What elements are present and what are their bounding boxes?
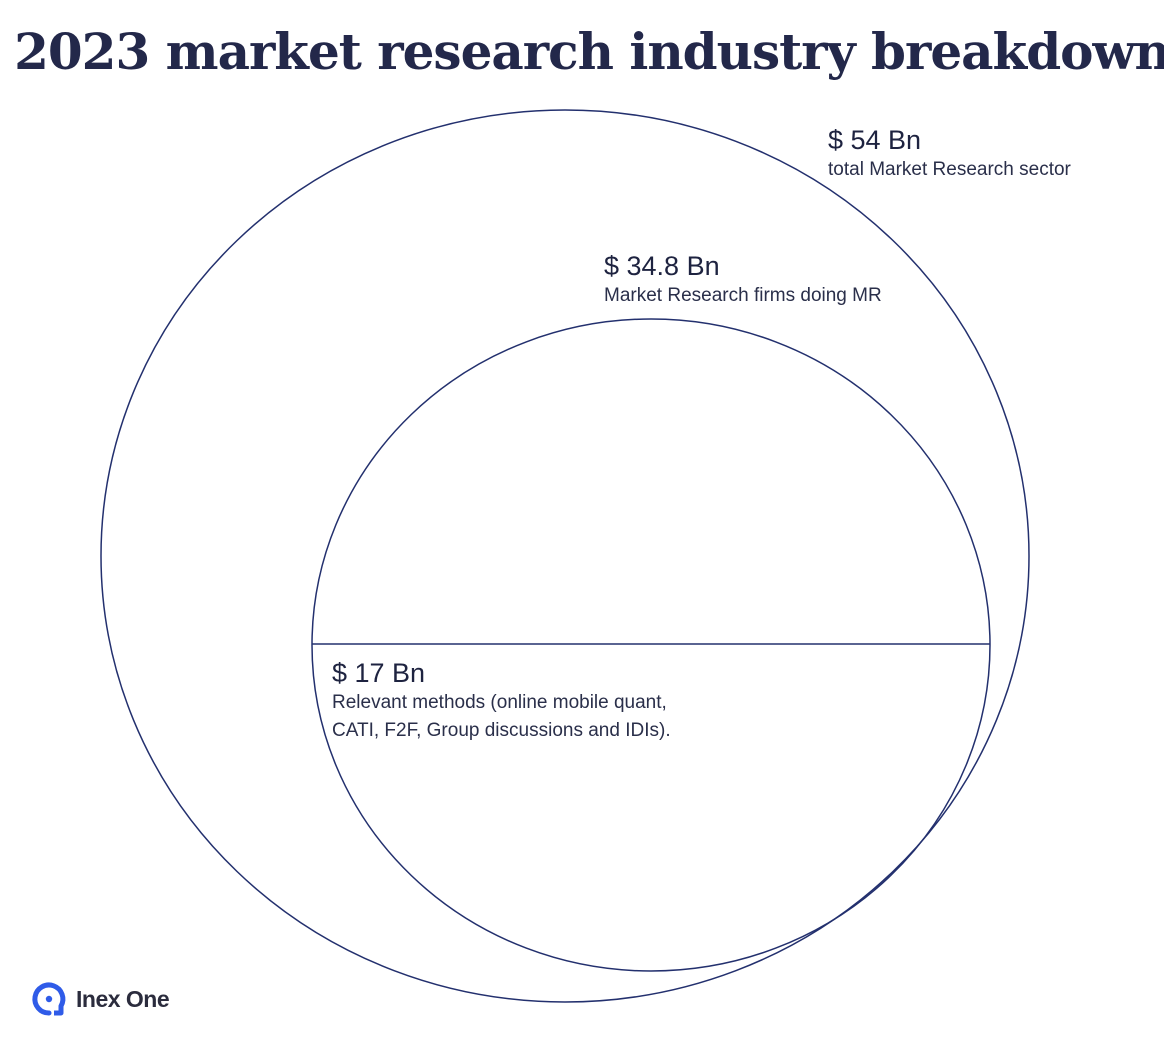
inex-one-logo-icon (32, 982, 66, 1016)
inner-circle-mr-firms (311, 318, 991, 972)
label-relevant-methods: $ 17 Bn Relevant methods (online mobile … (332, 657, 671, 745)
value-mr-firms: $ 34.8 Bn (604, 251, 720, 281)
label-mr-firms: $ 34.8 Bn Market Research firms doing MR (604, 250, 882, 310)
outer-circle-total-sector (100, 109, 1030, 1003)
desc-relevant-methods-line1: Relevant methods (online mobile quant, (332, 692, 667, 713)
label-total-sector: $ 54 Bn total Market Research sector (828, 124, 1071, 184)
desc-total-sector: total Market Research sector (828, 159, 1071, 180)
page-title: 2023 market research industry breakdown (14, 22, 1164, 81)
value-relevant-methods: $ 17 Bn (332, 658, 426, 688)
desc-relevant-methods-line2: CATI, F2F, Group discussions and IDIs). (332, 720, 671, 741)
brand-logo: Inex One (30, 980, 170, 1018)
desc-mr-firms: Market Research firms doing MR (604, 285, 882, 306)
value-total-sector: $ 54 Bn (828, 125, 922, 155)
logo-text: Inex One (76, 985, 170, 1012)
